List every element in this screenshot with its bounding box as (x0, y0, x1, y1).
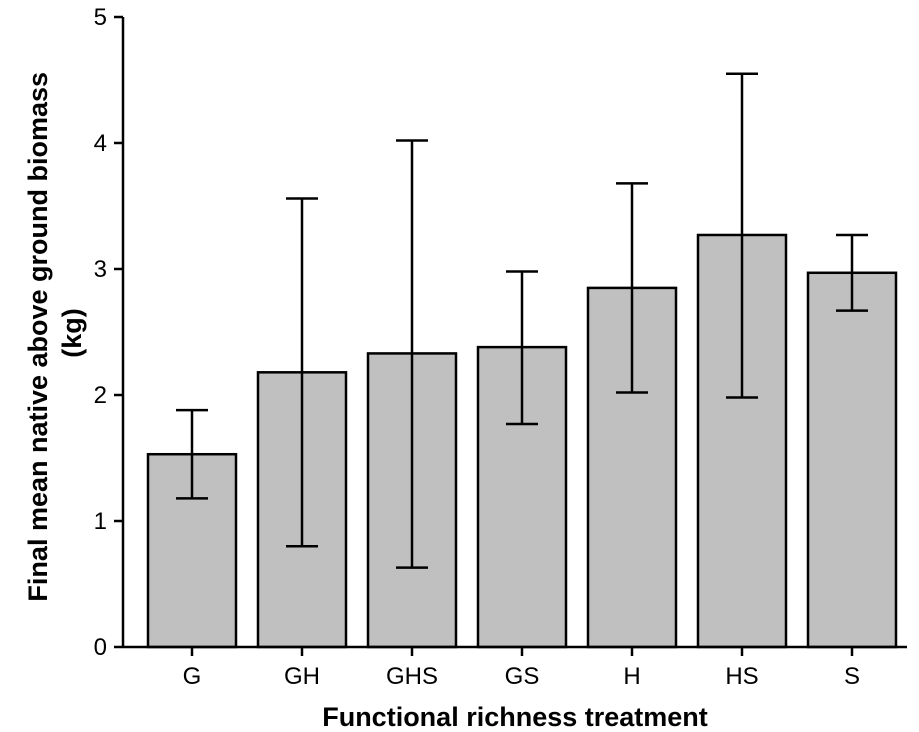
y-ticks: 0 1 2 3 4 5 (94, 4, 123, 661)
x-tick-label-ghs: GHS (386, 663, 438, 690)
bar-s (806, 271, 898, 649)
y-axis-title-line-2: (kg) (57, 308, 87, 358)
error-bars-layer (176, 72, 868, 569)
y-tick-label: 0 (94, 634, 107, 661)
bar-gs (476, 345, 568, 649)
y-tick-label: 4 (94, 130, 107, 157)
y-axis-title: Final mean native above ground biomass (… (23, 64, 87, 601)
x-tick-label-g: G (183, 663, 202, 690)
y-tick-label: 1 (94, 508, 107, 535)
x-tick-label-h: H (623, 663, 640, 690)
axes-layer (121, 17, 907, 649)
x-axis-title: Functional richness treatment (322, 702, 708, 732)
x-tick-label-hs: HS (725, 663, 758, 690)
x-tick-label-s: S (844, 663, 860, 690)
y-axis-title-line-1: Final mean native above ground biomass (23, 72, 53, 602)
x-tick-label-gh: GH (284, 663, 320, 690)
y-tick-label: 2 (94, 382, 107, 409)
y-tick-label: 5 (94, 4, 107, 31)
x-tick-label-gs: GS (505, 663, 540, 690)
y-tick-label: 3 (94, 256, 107, 283)
x-ticks: G GH GHS GS H HS S (183, 647, 860, 690)
